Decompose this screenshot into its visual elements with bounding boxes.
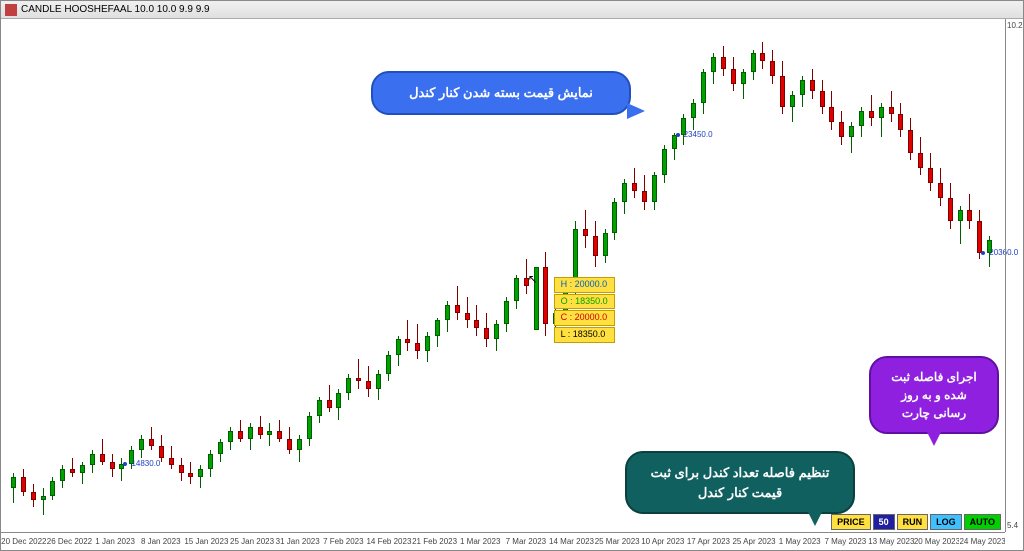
x-tick: 17 Apr 2023 bbox=[686, 537, 732, 546]
auto-button[interactable]: AUTO bbox=[964, 514, 1001, 530]
annotation-tail bbox=[627, 103, 645, 119]
app-icon bbox=[5, 4, 17, 16]
x-tick: 26 Dec 2022 bbox=[47, 537, 93, 546]
annotation-tail bbox=[807, 510, 823, 526]
x-tick: 1 Mar 2023 bbox=[457, 537, 503, 546]
ohlc-row: C : 20000.0 bbox=[554, 310, 615, 326]
x-tick: 8 Jan 2023 bbox=[138, 537, 184, 546]
bottom-toolbar: PRICE 50 RUN LOG AUTO bbox=[831, 514, 1001, 530]
x-axis: 20 Dec 202226 Dec 20221 Jan 20238 Jan 20… bbox=[1, 532, 1005, 550]
x-tick: 1 Jan 2023 bbox=[92, 537, 138, 546]
x-tick: 25 Mar 2023 bbox=[594, 537, 640, 546]
annotation-blue-text: نمایش قیمت بسته شدن کنار کندل bbox=[409, 85, 593, 100]
right-price-scale: 10.2 5.4 bbox=[1005, 19, 1023, 532]
x-tick: 20 May 2023 bbox=[914, 537, 960, 546]
count-input[interactable]: 50 bbox=[873, 514, 895, 530]
x-tick: 14 Feb 2023 bbox=[366, 537, 412, 546]
x-tick: 10 Apr 2023 bbox=[640, 537, 686, 546]
annotation-teal: تنظیم فاصله تعداد کندل برای ثبت قیمت کنا… bbox=[625, 451, 855, 514]
annotation-blue: نمایش قیمت بسته شدن کنار کندل bbox=[371, 71, 631, 115]
x-tick: 13 May 2023 bbox=[868, 537, 914, 546]
x-tick: 21 Feb 2023 bbox=[412, 537, 458, 546]
annotation-tail bbox=[926, 430, 942, 446]
price-label: 14830.0 bbox=[131, 459, 160, 468]
annotation-teal-text: تنظیم فاصله تعداد کندل برای ثبت قیمت کنا… bbox=[651, 465, 830, 500]
ohlc-row: H : 20000.0 bbox=[554, 277, 615, 293]
x-tick: 7 May 2023 bbox=[823, 537, 869, 546]
x-tick: 24 May 2023 bbox=[959, 537, 1005, 546]
ohlc-row: O : 18350.0 bbox=[554, 294, 615, 310]
ohlc-row: L : 18350.0 bbox=[554, 327, 615, 343]
price-label: 23450.0 bbox=[684, 130, 713, 139]
scale-bottom: 5.4 bbox=[1007, 521, 1022, 530]
x-tick: 31 Jan 2023 bbox=[275, 537, 321, 546]
window-titlebar: CANDLE HOOSHEFAAL 10.0 10.0 9.9 9.9 bbox=[1, 1, 1023, 19]
x-tick: 1 May 2023 bbox=[777, 537, 823, 546]
run-button[interactable]: RUN bbox=[897, 514, 929, 530]
ohlc-tooltip: H : 20000.0O : 18350.0C : 20000.0L : 183… bbox=[554, 277, 615, 344]
x-tick: 25 Apr 2023 bbox=[731, 537, 777, 546]
x-tick: 7 Feb 2023 bbox=[320, 537, 366, 546]
annotation-purple-text: اجرای فاصله ثبت شده و به روز رسانی چارت bbox=[891, 370, 977, 420]
x-tick: 25 Jan 2023 bbox=[229, 537, 275, 546]
scale-top: 10.2 bbox=[1007, 21, 1022, 30]
annotation-purple: اجرای فاصله ثبت شده و به روز رسانی چارت bbox=[869, 356, 999, 434]
log-button[interactable]: LOG bbox=[930, 514, 962, 530]
x-tick: 20 Dec 2022 bbox=[1, 537, 47, 546]
x-tick: 7 Mar 2023 bbox=[503, 537, 549, 546]
x-tick: 15 Jan 2023 bbox=[184, 537, 230, 546]
window-title: CANDLE HOOSHEFAAL 10.0 10.0 9.9 9.9 bbox=[21, 4, 210, 15]
price-button[interactable]: PRICE bbox=[831, 514, 871, 530]
x-tick: 14 Mar 2023 bbox=[549, 537, 595, 546]
